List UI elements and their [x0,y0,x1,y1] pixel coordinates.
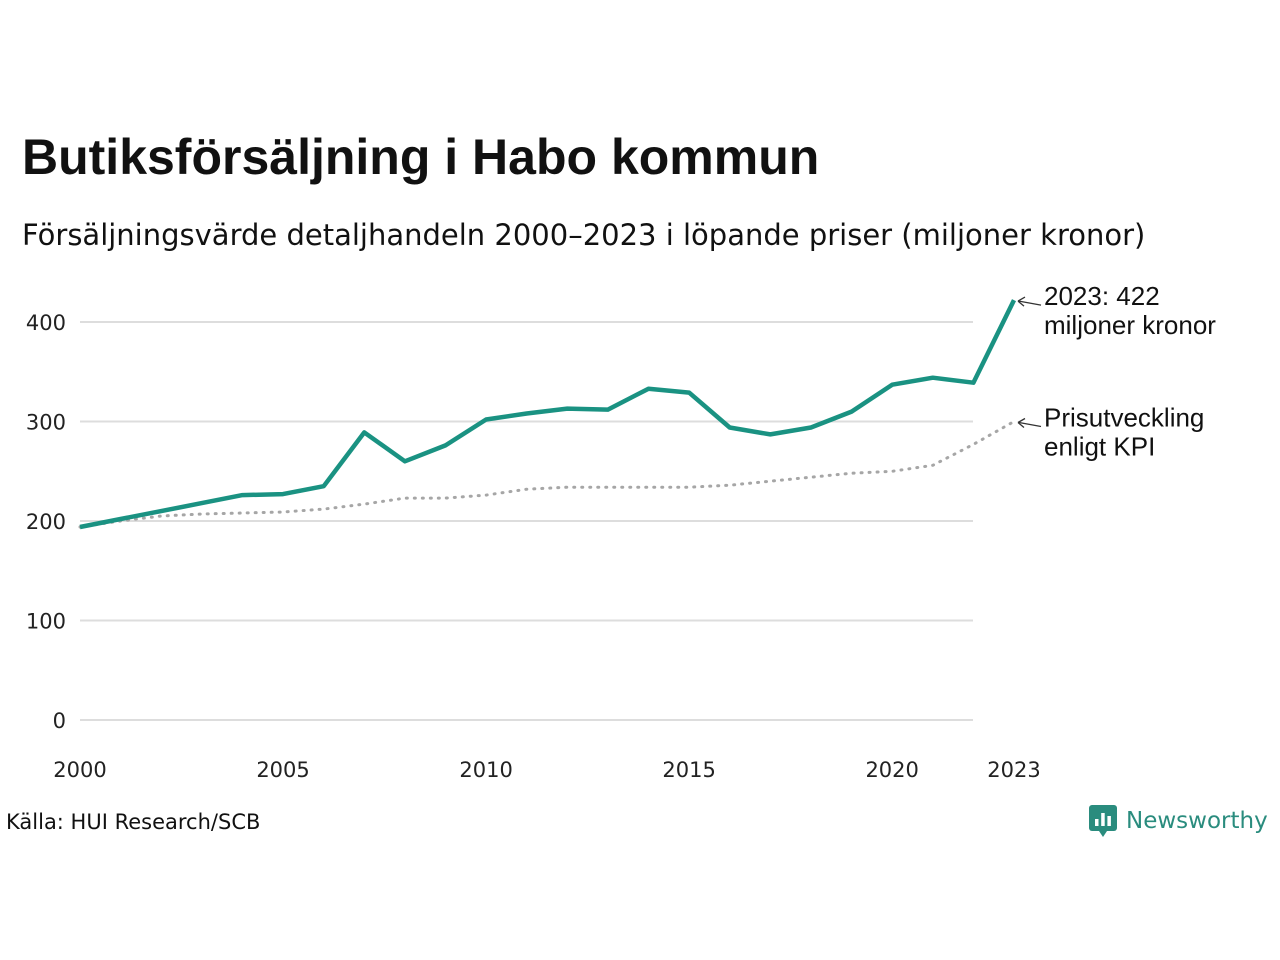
series-lines [78,299,1017,530]
x-tick-label: 2000 [53,758,106,782]
series-line-kpi [78,420,1016,529]
chart-title: Butiksförsäljning i Habo kommun [22,129,820,185]
x-tick-label: 2015 [662,758,715,782]
brand-name: Newsworthy [1126,808,1268,834]
brand-logo: Newsworthy [1088,804,1268,838]
x-axis-labels: 2000 2005 2010 2015 2020 2023 [53,758,1040,782]
y-tick-label: 200 [26,510,66,534]
y-axis-labels: 0 100 200 300 400 [26,311,66,733]
grid-lines [80,321,973,721]
y-tick-label: 100 [26,610,66,634]
annotation-text: Prisutveckling [1044,403,1204,433]
annotation-text: enligt KPI [1044,432,1155,462]
annotation-leader [1018,300,1042,306]
x-tick-label: 2005 [256,758,309,782]
y-tick-label: 0 [53,709,66,733]
source-note: Källa: HUI Research/SCB [6,810,261,834]
annotation-leader [1018,421,1042,428]
x-tick-label: 2010 [459,758,512,782]
x-tick-label: 2023 [987,758,1040,782]
annotation-arrowhead [1017,417,1026,428]
annotation-arrowhead [1017,296,1026,307]
y-tick-label: 300 [26,411,66,435]
annotation-text: miljoner kronor [1044,310,1216,340]
x-tick-label: 2020 [865,758,918,782]
chart-subtitle: Försäljningsvärde detaljhandeln 2000–202… [22,218,1146,252]
newsworthy-logo-icon [1089,805,1117,837]
y-tick-label: 400 [26,311,66,335]
series-line-sales [79,299,1017,530]
annotation-text: 2023: 422 [1044,281,1160,311]
